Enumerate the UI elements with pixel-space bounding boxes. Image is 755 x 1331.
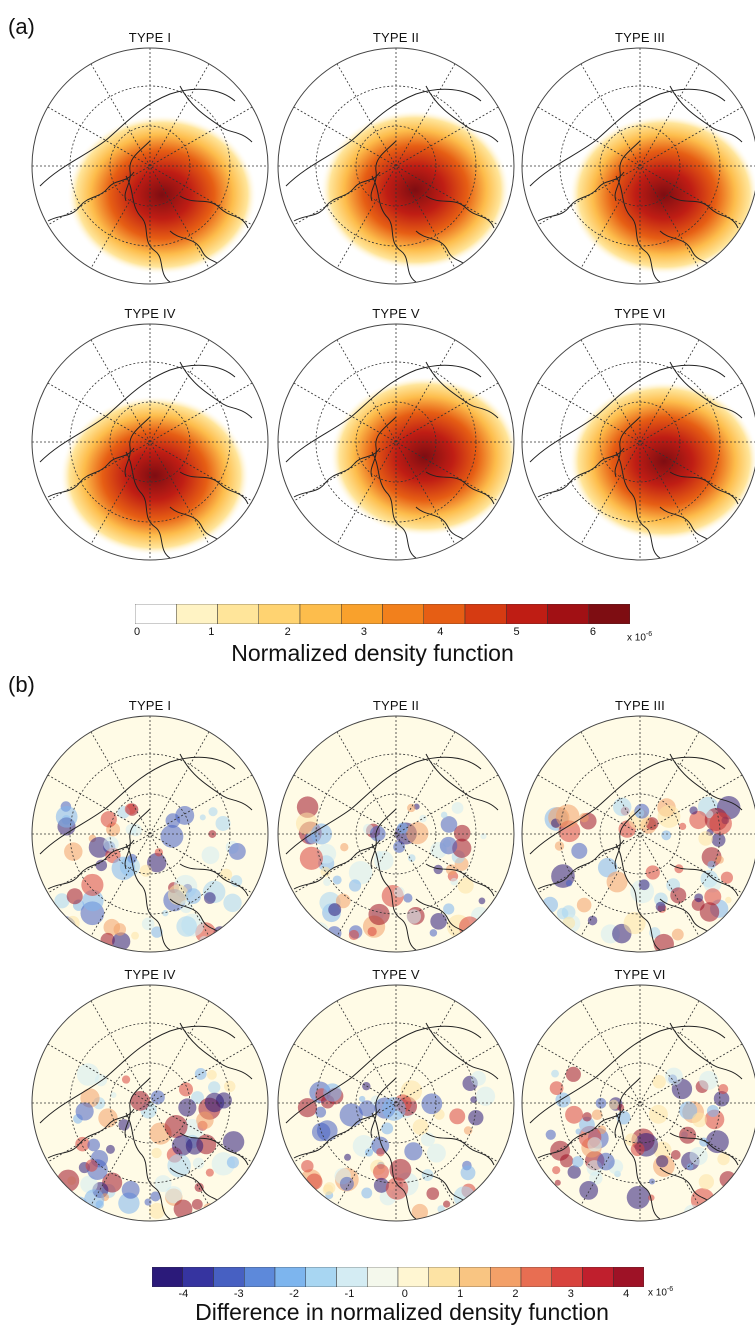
polar-map [521, 984, 755, 1222]
map-title: TYPE I [128, 698, 172, 713]
colorbar-a-ticks: 0 1 2 3 4 5 6 [133, 626, 630, 640]
colorbar-swatch [582, 1267, 614, 1287]
colorbar-tick-label: 1 [208, 626, 215, 638]
colorbar-tick-label: 3 [360, 626, 367, 638]
map-title: TYPE V [372, 306, 420, 321]
colorbar-tick-label: -2 [289, 1288, 299, 1300]
map-panel-a-2: TYPE II [276, 30, 516, 290]
map-panel-a-4: TYPE IV [30, 306, 270, 566]
colorbar-swatch [336, 1267, 368, 1287]
panel-label-a: (a) [8, 14, 35, 39]
colorbar-swatch [588, 604, 630, 624]
polar-map [277, 323, 515, 561]
colorbar-tick-label: 0 [401, 1288, 408, 1300]
map-title: TYPE VI [614, 967, 666, 982]
polar-map [277, 715, 515, 953]
colorbar-swatch [341, 604, 383, 624]
polar-map [521, 47, 755, 285]
polar-map [277, 984, 515, 1222]
polar-map [521, 323, 755, 561]
map-title: TYPE III [614, 698, 665, 713]
map-panel-a-5: TYPE V [276, 306, 516, 566]
map-title: TYPE II [372, 698, 420, 713]
polar-map [31, 984, 269, 1222]
map-panel-b-6: TYPE VI [520, 967, 755, 1227]
colorbar-a-swatches [135, 604, 630, 624]
polar-map [31, 47, 269, 285]
colorbar-tick-label: 2 [512, 1288, 519, 1300]
colorbar-tick-label: 1 [457, 1288, 464, 1300]
map-panel-b-3: TYPE III [520, 698, 755, 958]
colorbar-swatch [299, 604, 342, 624]
colorbar-swatch [213, 1267, 245, 1287]
colorbar-swatch [464, 604, 507, 624]
colorbar-swatch [613, 1267, 644, 1287]
colorbar-tick-label: 5 [513, 626, 520, 638]
colorbar-swatch [547, 604, 589, 624]
colorbar-swatch [367, 1267, 399, 1287]
map-panel-a-3: TYPE III [520, 30, 755, 290]
map-title: TYPE I [128, 30, 172, 45]
colorbar-swatch [258, 604, 301, 624]
colorbar-tick-label: 0 [133, 626, 141, 638]
colorbar-tick-label: 4 [623, 1288, 630, 1300]
map-title: TYPE III [614, 30, 665, 45]
colorbar-b-swatches [152, 1267, 644, 1287]
colorbar-b-scale: x 10-6 [648, 1286, 674, 1299]
polar-map [31, 323, 269, 561]
colorbar-tick-label: 3 [567, 1288, 574, 1300]
colorbar-swatch [423, 604, 466, 624]
polar-map [277, 47, 515, 285]
colorbar-swatch [152, 1267, 183, 1287]
map-panel-b-2: TYPE II [276, 698, 516, 958]
colorbar-b: -4 -3 -2 -1 0 1 2 3 4 x 10-6 Difference in norma… [152, 1267, 752, 1331]
colorbar-tick-label: 4 [437, 626, 444, 638]
colorbar-swatch [135, 604, 177, 624]
colorbar-swatch [506, 604, 548, 624]
colorbar-swatch [305, 1267, 337, 1287]
colorbar-swatch [274, 1267, 306, 1287]
polar-map [31, 715, 269, 953]
panel-label-b: (b) [8, 672, 35, 697]
colorbar-swatch [244, 1267, 276, 1287]
colorbar-swatch [382, 604, 424, 624]
colorbar-swatch [217, 604, 259, 624]
map-panel-a-6: TYPE VI [520, 306, 755, 566]
colorbar-swatch [428, 1267, 460, 1287]
colorbar-swatch [176, 604, 218, 624]
map-title: TYPE IV [124, 306, 176, 321]
colorbar-tick-label: 6 [589, 626, 596, 638]
colorbar-b-ticks: -4 -3 -2 -1 0 1 2 3 4 [152, 1288, 644, 1302]
map-panel-b-1: TYPE I [30, 698, 270, 958]
polar-map [521, 715, 755, 953]
colorbar-a-scale: x 10-6 [627, 631, 653, 644]
map-panel-a-1: TYPE I [30, 30, 270, 290]
map-panel-b-5: TYPE V [276, 967, 516, 1227]
colorbar-swatch [182, 1267, 214, 1287]
colorbar-a-title: Normalized density function [231, 640, 514, 666]
colorbar-swatch [520, 1267, 552, 1287]
colorbar-swatch [459, 1267, 491, 1287]
map-title: TYPE VI [614, 306, 666, 321]
colorbar-swatch [397, 1267, 429, 1287]
map-title: TYPE IV [124, 967, 176, 982]
map-panel-b-4: TYPE IV [30, 967, 270, 1227]
colorbar-tick-label: -3 [233, 1288, 244, 1300]
colorbar-tick-label: 2 [284, 626, 291, 638]
colorbar-b-title: Difference in normalized density functio… [195, 1299, 609, 1325]
map-title: TYPE V [372, 967, 420, 982]
colorbar-swatch [551, 1267, 583, 1287]
colorbar-tick-label: -4 [178, 1288, 189, 1300]
colorbar-a: 0 1 2 3 4 5 6 x 10-6 Normalized density functi… [133, 604, 715, 670]
colorbar-tick-label: -1 [344, 1288, 355, 1300]
map-title: TYPE II [372, 30, 420, 45]
colorbar-swatch [490, 1267, 522, 1287]
